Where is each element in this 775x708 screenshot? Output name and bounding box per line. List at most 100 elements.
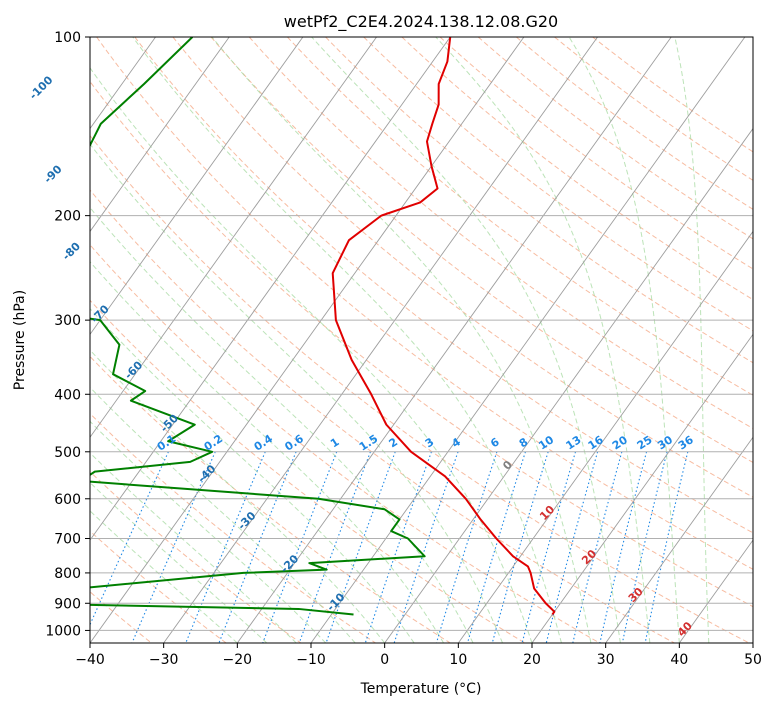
dry-adiabat [90,471,302,643]
isotherm-label: -60 [122,358,145,381]
y-axis-ticks: 100 200 300 400 500 600 700 800 900 1000 [45,30,90,639]
mixing-ratio-line [572,451,623,643]
y-tick-label: 400 [54,387,81,403]
mixing-ratio-label: 0.4 [252,432,276,454]
mixing-ratio-line [621,451,668,643]
moist-adiabat [90,260,445,643]
mixing-ratio-label: 20 [610,433,630,452]
dry-adiabat [401,37,753,301]
y-tick-label: 900 [54,596,81,612]
dry-adiabat [90,134,750,643]
mixing-ratio-line [521,451,577,643]
mixing-ratio-line [491,451,549,643]
x-axis-ticks: −40 −30 −20 −10 0 10 20 30 40 50 [75,643,762,668]
isotherm-label: 40 [675,619,695,639]
moist-adiabat [132,37,562,643]
isotherm-line [310,37,746,643]
temperature-line [331,37,556,616]
isotherm-line [678,539,753,643]
dry-adiabat [90,189,675,643]
mixing-ratio-line [131,451,216,643]
mixing-ratio-line [599,451,648,643]
isotherm-label: -40 [195,462,218,485]
dry-adiabat [439,37,753,270]
mixing-ratio-label: 30 [655,433,675,452]
x-tick-label: 50 [744,652,762,668]
isotherm-line [90,37,451,541]
isotherm-label: -80 [60,240,83,263]
y-tick-label: 1000 [45,623,81,639]
isotherm-label: -30 [235,509,258,532]
mixing-ratio-label: 6 [488,435,502,450]
dry-adiabat [287,37,753,396]
mixing-ratio-line [90,451,169,626]
y-axis-title: Pressure (hPa) [12,290,28,390]
isotherm-label: -100 [27,73,56,102]
mixing-ratio-label: 16 [586,433,606,452]
moist-adiabat [90,420,327,643]
dry-adiabat [210,37,753,464]
mixing-ratio-line [262,451,338,643]
grid [0,37,753,643]
isotherm-line [605,436,753,643]
isotherm-line [384,127,753,643]
moist-adiabat [568,37,680,643]
moist-adiabat [90,481,268,643]
moist-adiabat [90,452,297,643]
dry-adiabat [90,412,376,643]
y-tick-label: 100 [54,30,81,46]
isotherm-line [90,37,525,643]
y-tick-label: 700 [54,532,81,548]
isotherm-label: 30 [626,585,646,605]
mixing-ratio-line [393,451,459,643]
dry-adiabat [325,37,753,364]
chart-title: wetPf2_C2E4.2024.138.12.08.G20 [284,12,558,32]
moist-adiabat [90,349,386,643]
isotherm-line [90,37,230,233]
mixing-ratio-line [364,451,432,643]
dry-adiabat [554,37,753,181]
moist-adiabat [311,37,621,643]
mixing-ratio-label: 25 [635,433,655,452]
moist-adiabat [90,206,474,643]
isotherm-line [531,333,753,643]
sounding-series [90,37,556,616]
y-tick-label: 500 [54,445,81,461]
isotherm-line [236,37,672,643]
dry-adiabat [516,37,753,210]
isotherm-label: -90 [41,162,64,185]
mixing-ratio-label: 0.6 [282,432,306,454]
x-tick-label: 10 [449,652,467,668]
x-tick-label: −10 [296,652,326,668]
x-tick-label: 0 [380,652,389,668]
moist-adiabat [90,307,415,643]
isotherm-label: 20 [579,547,599,567]
mixing-ratio-label: 4 [449,435,463,450]
isotherm-label: 10 [537,503,557,523]
mixing-ratio-line [466,451,526,643]
dewpoint-line [90,37,426,616]
isotherm-line [90,37,304,336]
mixing-ratio-line [325,451,396,643]
isotherm-line [163,37,598,643]
x-axis-title: Temperature (°C) [360,681,482,697]
isotherm-line [0,37,8,643]
mixing-ratio-label: 1.5 [357,432,380,454]
plot-frame [89,36,754,644]
y-tick-label: 600 [54,492,81,508]
moist-adiabat [90,386,356,643]
x-tick-label: 20 [523,652,541,668]
moist-adiabat [90,143,503,643]
dry-adiabat [90,355,451,643]
dry-adiabat [90,244,600,643]
moist-adiabat [211,37,592,643]
isotherm-line [752,642,753,643]
mixing-ratio-line [435,451,498,643]
mixing-ratio-label: 36 [676,433,696,452]
y-tick-label: 200 [54,209,81,225]
mixing-ratio-label: 10 [536,433,556,452]
y-tick-label: 800 [54,566,81,582]
dry-adiabat [96,37,753,570]
dry-adiabat [90,299,526,643]
